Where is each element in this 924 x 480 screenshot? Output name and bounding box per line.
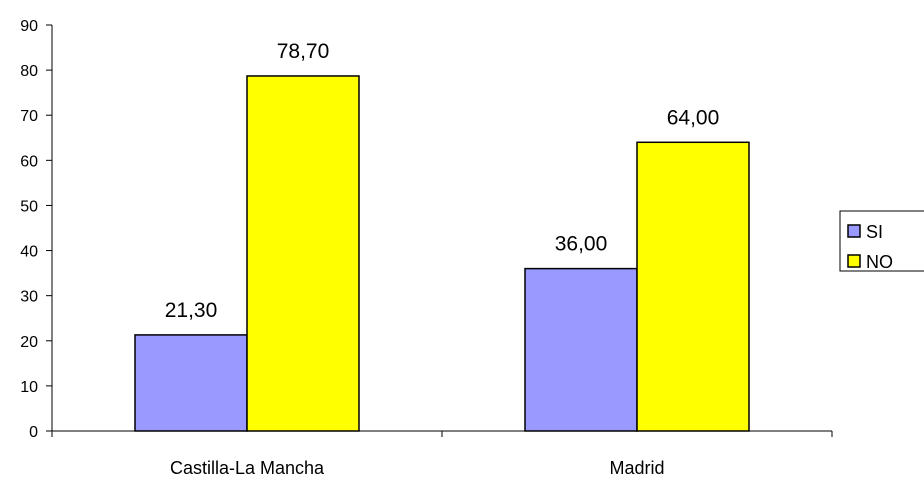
y-tick-label: 30: [20, 289, 38, 306]
y-tick-label: 80: [20, 63, 38, 80]
y-tick-label: 70: [20, 108, 38, 125]
bar-no-1: [246, 75, 360, 432]
y-tick-label: 90: [20, 18, 38, 35]
bar-si-1: [134, 334, 248, 432]
legend-label-no: NO: [866, 252, 893, 272]
y-tick-label: 60: [20, 153, 38, 170]
y-tick-label: 40: [20, 244, 38, 261]
data-label: 21,30: [165, 299, 218, 322]
legend: SI NO: [839, 210, 924, 272]
legend-swatch-no: [847, 254, 861, 268]
data-label: 64,00: [667, 106, 720, 129]
data-labels: 21,30 78,70 36,00 64,00: [165, 40, 720, 322]
x-category-label: Madrid: [609, 458, 664, 478]
bar-si-2: [524, 267, 638, 432]
data-label: 36,00: [555, 233, 608, 256]
x-axis: Castilla-La Mancha Madrid: [51, 430, 833, 478]
legend-swatch-si: [847, 224, 861, 238]
legend-label-si: SI: [866, 222, 883, 242]
data-label: 78,70: [277, 40, 330, 63]
bars: [134, 75, 750, 432]
y-tick-label: 10: [20, 379, 38, 396]
bar-no-2: [636, 141, 750, 432]
x-category-label: Castilla-La Mancha: [170, 458, 325, 478]
y-tick-label: 0: [29, 424, 38, 441]
y-tick-label: 20: [20, 334, 38, 351]
y-axis: 0 10 20 30 40 50 60 70 80 90: [20, 18, 53, 441]
y-tick-label: 50: [20, 198, 38, 215]
